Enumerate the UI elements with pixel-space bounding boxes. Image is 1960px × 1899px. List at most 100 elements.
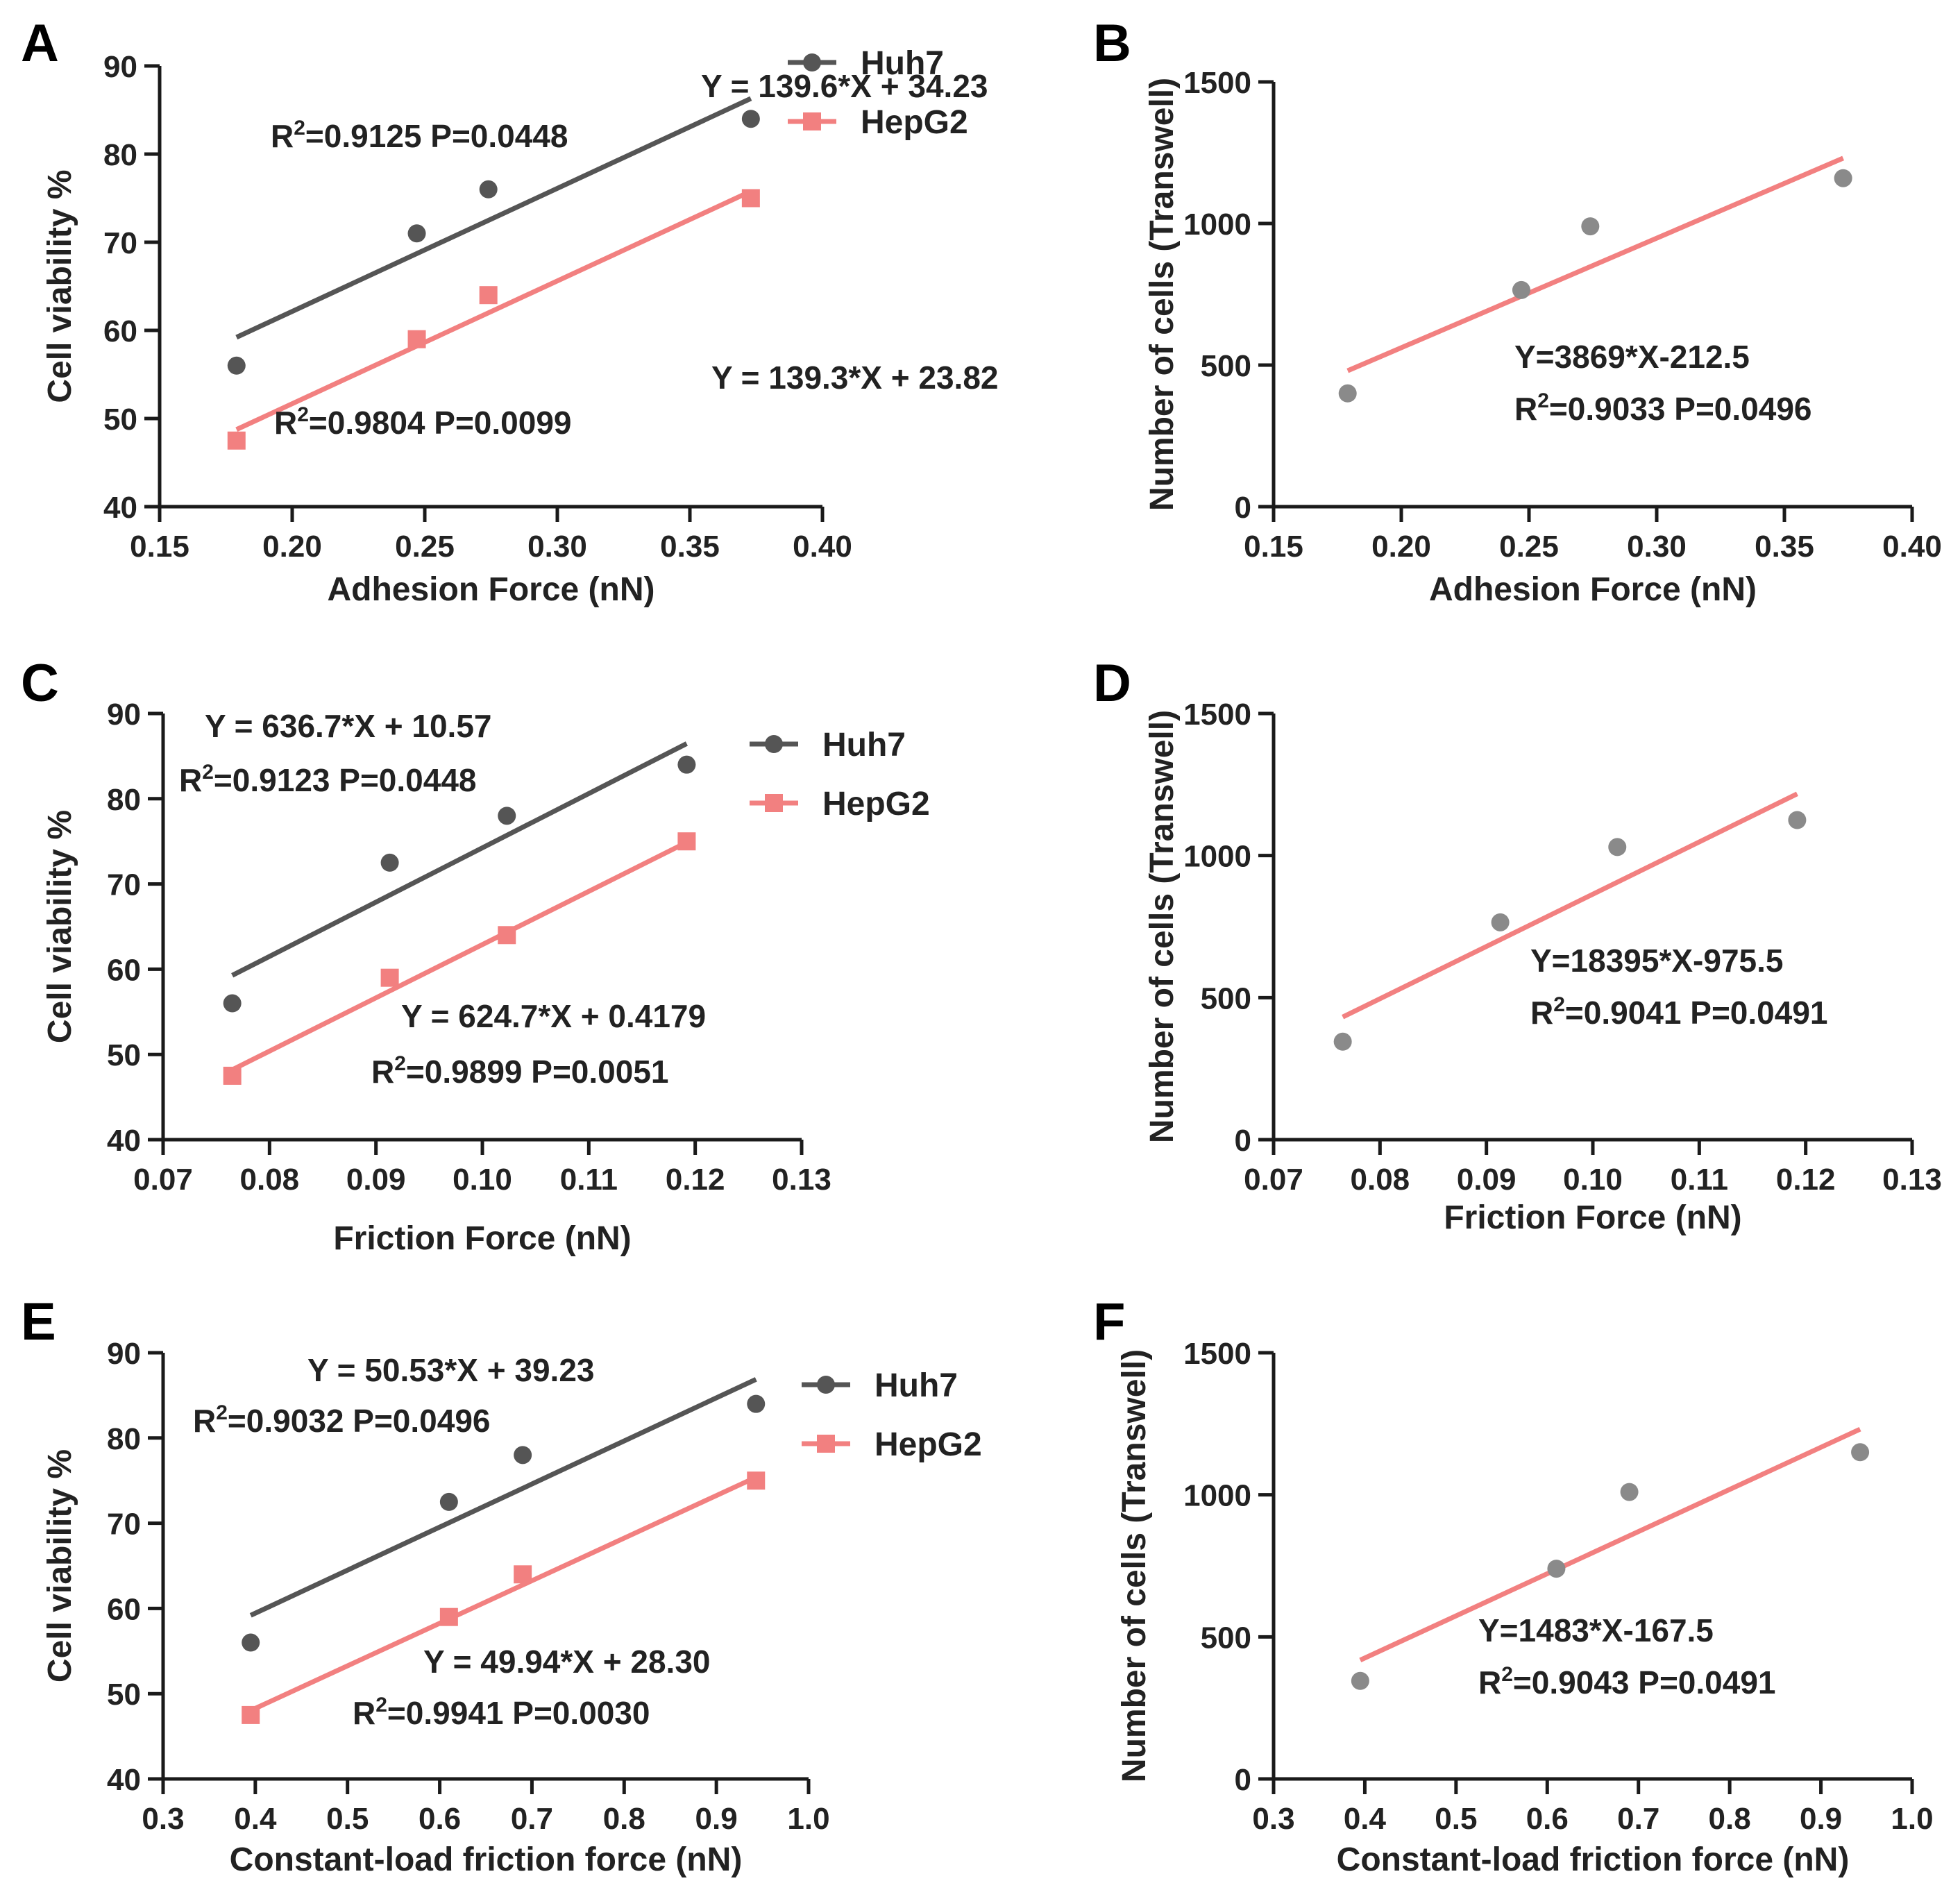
x-tick-label: 0.6 <box>419 1802 461 1836</box>
fit-line-hepg2 <box>249 1475 757 1713</box>
y-axis-title: Cell viability % <box>42 810 78 1043</box>
regression-stats: R2=0.9032 P=0.0496 <box>193 1401 491 1439</box>
data-point-hepg2 <box>407 330 426 348</box>
x-tick-label: 0.40 <box>793 530 852 564</box>
panel-letter: C <box>21 654 59 713</box>
x-tick-label: 0.5 <box>1435 1802 1477 1836</box>
y-tick-label: 90 <box>107 698 141 732</box>
y-tick-label: 40 <box>103 491 137 525</box>
panel-letter: E <box>21 1292 56 1351</box>
data-point-huh7 <box>407 224 426 243</box>
y-tick-label: 1500 <box>1183 698 1251 732</box>
y-tick-label: 40 <box>107 1124 141 1158</box>
data-point-hepg2 <box>223 1066 242 1085</box>
data-point-huh7 <box>514 1446 532 1465</box>
regression-stats: R2=0.9041 P=0.0491 <box>1530 993 1828 1031</box>
x-tick-label: 0.09 <box>1457 1163 1517 1197</box>
y-tick-label: 1000 <box>1183 1479 1251 1513</box>
regression-stats: R2=0.9125 P=0.0448 <box>271 117 568 154</box>
legend-label: Huh7 <box>861 45 944 82</box>
x-axis-title: Friction Force (nN) <box>333 1220 631 1257</box>
data-point-cells <box>1851 1443 1870 1462</box>
regression-equation: Y=1483*X-167.5 <box>1478 1612 1714 1648</box>
x-tick-label: 0.10 <box>453 1163 512 1197</box>
data-point-hepg2 <box>514 1565 532 1584</box>
x-tick-label: 0.4 <box>234 1802 277 1836</box>
x-tick-label: 0.13 <box>772 1163 831 1197</box>
y-tick-label: 500 <box>1201 349 1251 383</box>
y-tick-label: 500 <box>1201 981 1251 1015</box>
x-tick-label: 0.35 <box>660 530 720 564</box>
y-tick-label: 1000 <box>1183 840 1251 874</box>
x-tick-label: 0.3 <box>1252 1802 1294 1836</box>
legend-item-hepg2: HepG2 <box>788 104 968 141</box>
x-axis-title: Constant-load friction force (nN) <box>1337 1841 1850 1878</box>
y-axis-title: Cell viability % <box>42 1449 78 1682</box>
x-tick-label: 0.35 <box>1755 530 1814 564</box>
y-tick-label: 80 <box>103 138 137 172</box>
y-tick-label: 1500 <box>1183 66 1251 100</box>
data-point-huh7 <box>242 1633 260 1652</box>
x-tick-label: 0.15 <box>130 530 189 564</box>
y-tick-label: 50 <box>107 1678 141 1712</box>
y-axis-title: Number of cells (Transwell) <box>1116 1349 1153 1782</box>
y-tick-label: 60 <box>107 1592 141 1626</box>
legend-item-huh7: Huh7 <box>788 45 944 82</box>
y-tick-label: 60 <box>103 314 137 348</box>
legend-item-huh7: Huh7 <box>750 727 906 763</box>
y-axis-title: Number of cells (Transwell) <box>1144 710 1181 1143</box>
y-tick-label: 1000 <box>1183 208 1251 242</box>
x-tick-label: 0.8 <box>603 1802 645 1836</box>
y-tick-label: 40 <box>107 1763 141 1797</box>
data-point-cells <box>1333 1032 1352 1051</box>
data-point-cells <box>1581 217 1600 236</box>
x-tick-label: 0.07 <box>133 1163 193 1197</box>
x-tick-label: 0.12 <box>666 1163 725 1197</box>
data-point-hepg2 <box>242 1705 260 1724</box>
x-tick-label: 0.8 <box>1709 1802 1751 1836</box>
x-tick-label: 0.4 <box>1344 1802 1387 1836</box>
regression-stats: R2=0.9123 P=0.0448 <box>179 761 477 798</box>
legend-label: HepG2 <box>875 1426 982 1463</box>
fit-line-hepg2 <box>231 840 688 1072</box>
regression-stats: R2=0.9033 P=0.0496 <box>1514 389 1812 427</box>
x-tick-label: 0.07 <box>1244 1163 1303 1197</box>
panel-e: E 0.3 0.4 0.5 0.6 0.7 0.8 0.9 1.0 40 50 60 70 80 90 Con… <box>21 1292 982 1878</box>
x-tick-label: 0.08 <box>1351 1163 1410 1197</box>
y-tick-label: 0 <box>1235 1124 1251 1158</box>
regression-stats: R2=0.9899 P=0.0051 <box>371 1052 669 1090</box>
x-tick-label: 0.20 <box>1371 530 1431 564</box>
x-tick-label: 0.6 <box>1526 1802 1569 1836</box>
regression-equation: Y = 636.7*X + 10.57 <box>205 708 492 744</box>
panel-c: C 0.07 0.08 0.09 0.10 0.11 0.12 0.13 40 50 60 70 80 9… <box>21 654 930 1257</box>
data-point-huh7 <box>380 853 399 872</box>
data-point-hepg2 <box>498 926 516 945</box>
fit-line-huh7 <box>231 741 688 978</box>
regression-equation: Y=18395*X-975.5 <box>1530 943 1783 979</box>
regression-stats: R2=0.9804 P=0.0099 <box>274 403 572 441</box>
y-axis-title: Number of cells (Transwell) <box>1144 78 1181 511</box>
y-tick-label: 500 <box>1201 1621 1251 1655</box>
regression-equation: Y = 624.7*X + 0.4179 <box>401 998 706 1034</box>
x-axis-title: Adhesion Force (nN) <box>327 571 654 608</box>
panel-b: B 0.15 0.20 0.25 0.30 0.35 0.40 0 500 1000 1500 Adh… <box>1093 14 1942 608</box>
data-point-cells <box>1491 913 1510 931</box>
x-tick-label: 0.25 <box>395 530 455 564</box>
x-tick-label: 0.5 <box>326 1802 369 1836</box>
x-tick-label: 0.11 <box>1671 1163 1728 1197</box>
fit-line-hepg2 <box>235 189 752 432</box>
data-point-cells <box>1547 1560 1566 1578</box>
y-tick-label: 70 <box>107 1508 141 1542</box>
data-point-huh7 <box>741 110 760 128</box>
x-axis-title: Adhesion Force (nN) <box>1429 571 1757 608</box>
fit-line-cells <box>1359 1426 1861 1662</box>
regression-equation: Y = 49.94*X + 28.30 <box>423 1644 711 1680</box>
legend-label: HepG2 <box>861 104 968 141</box>
x-tick-label: 0.09 <box>346 1163 406 1197</box>
data-point-cells <box>1608 838 1627 856</box>
data-point-hepg2 <box>741 189 760 208</box>
x-tick-label: 0.30 <box>527 530 587 564</box>
data-point-hepg2 <box>747 1471 766 1490</box>
x-tick-label: 1.0 <box>787 1802 829 1836</box>
